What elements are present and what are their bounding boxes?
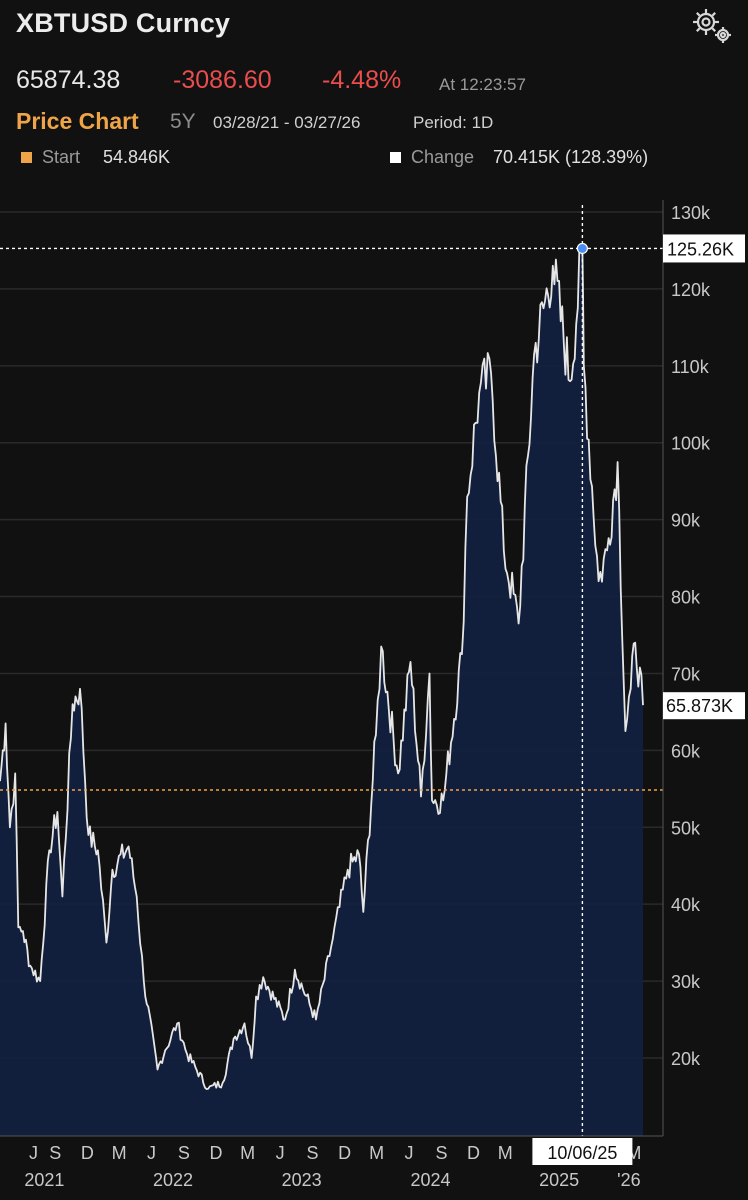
range-selector[interactable]: 5Y [170, 110, 196, 133]
start-legend-label: Start [42, 147, 81, 167]
security-title: XBTUSD Curncy [16, 8, 231, 38]
y-tick-label: 30k [671, 972, 701, 992]
y-tick-label: 110k [671, 357, 710, 377]
x-month-label: M [240, 1143, 255, 1163]
x-month-label: D [338, 1143, 351, 1163]
y-tick-label: 40k [671, 895, 701, 915]
start-legend-swatch [21, 152, 32, 163]
gears-icon[interactable] [690, 6, 736, 46]
x-month-label: J [29, 1143, 38, 1163]
quote-time: At 12:23:57 [439, 75, 526, 94]
x-month-label: J [405, 1143, 414, 1163]
y-tick-label: 120k [671, 280, 711, 300]
last-value-label: 65.873K [666, 696, 733, 716]
percent-change: -4.48% [322, 66, 402, 94]
y-tick-label: 90k [671, 511, 701, 531]
change-legend-label: Change [411, 147, 475, 167]
y-tick-label: 50k [671, 818, 701, 838]
x-year-label: 2025 [539, 1170, 579, 1190]
x-month-label: S [178, 1143, 190, 1163]
x-month-label: M [498, 1143, 513, 1163]
change-legend-value: 70.415K (128.39%) [493, 147, 649, 167]
x-month-label: S [435, 1143, 447, 1163]
x-month-label: J [147, 1143, 156, 1163]
peak-value-tag [663, 234, 745, 263]
x-year-label: 2024 [411, 1170, 451, 1190]
y-tick-label: 100k [671, 434, 711, 454]
x-year-label: 2023 [282, 1170, 322, 1190]
x-year-label: 2021 [24, 1170, 64, 1190]
net-change: -3086.60 [173, 66, 272, 94]
x-month-label: D [467, 1143, 480, 1163]
date-range: 03/28/21 - 03/27/26 [213, 113, 361, 132]
x-month-label: M [369, 1143, 384, 1163]
x-month-label: D [209, 1143, 222, 1163]
change-legend-swatch [390, 152, 401, 163]
period-selector[interactable]: Period: 1D [413, 113, 494, 132]
price-area-fill [0, 244, 643, 1136]
y-tick-label: 70k [671, 664, 701, 684]
y-tick-label: 80k [671, 588, 701, 608]
peak-value-label: 125.26K [667, 239, 734, 259]
start-legend-value: 54.846K [103, 147, 171, 167]
x-month-label: S [307, 1143, 319, 1163]
peak-date-label: 10/06/25 [547, 1143, 617, 1163]
last-price: 65874.38 [16, 66, 121, 94]
peak-date-tag [532, 1138, 633, 1165]
x-year-label: '26 [617, 1170, 640, 1190]
y-tick-label: 60k [671, 741, 701, 761]
x-month-label: M [112, 1143, 127, 1163]
price-chart[interactable]: 130k 120k 110k 100k 90k 80k 70k 60k 50k 40k 30k 20k… [0, 190, 748, 1200]
x-month-label: S [49, 1143, 61, 1163]
y-tick-label: 20k [671, 1049, 701, 1069]
x-year-label: 2022 [153, 1170, 193, 1190]
peak-marker[interactable] [576, 242, 588, 255]
last-value-tag [663, 692, 745, 720]
x-month-label: J [276, 1143, 285, 1163]
price-line [0, 243, 644, 1090]
x-month-label: D [81, 1143, 94, 1163]
price-chart-label[interactable]: Price Chart [16, 108, 139, 134]
y-tick-label: 130k [671, 203, 711, 223]
